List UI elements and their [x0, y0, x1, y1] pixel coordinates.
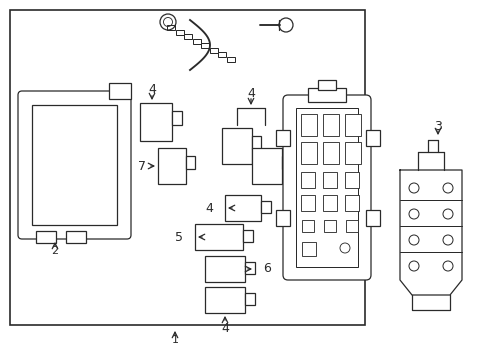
Bar: [251, 148, 282, 184]
FancyBboxPatch shape: [18, 91, 131, 239]
Bar: [301, 114, 316, 136]
Bar: [261, 201, 270, 213]
Bar: [204, 256, 244, 282]
Bar: [172, 111, 182, 125]
Bar: [307, 88, 346, 102]
Text: 6: 6: [263, 262, 270, 275]
Bar: [282, 156, 290, 169]
Bar: [345, 172, 358, 188]
Bar: [365, 210, 379, 226]
Bar: [324, 220, 335, 232]
Bar: [295, 108, 357, 267]
Text: 4: 4: [221, 323, 228, 336]
Bar: [224, 195, 261, 221]
Bar: [140, 103, 172, 141]
Bar: [345, 142, 360, 164]
Text: 2: 2: [51, 246, 59, 256]
Text: 7: 7: [138, 159, 146, 172]
Bar: [66, 231, 86, 243]
Bar: [275, 130, 289, 146]
Bar: [209, 48, 217, 53]
Text: 4: 4: [148, 82, 156, 95]
Bar: [301, 142, 316, 164]
Bar: [301, 172, 314, 188]
Bar: [345, 195, 358, 211]
Bar: [183, 34, 192, 39]
Bar: [192, 39, 200, 44]
Text: 4: 4: [204, 202, 212, 215]
FancyBboxPatch shape: [283, 95, 370, 280]
Bar: [222, 128, 251, 164]
Bar: [204, 287, 244, 313]
Bar: [365, 130, 379, 146]
Bar: [302, 242, 315, 256]
Text: 1: 1: [171, 335, 178, 345]
Bar: [251, 136, 261, 149]
Text: 4: 4: [246, 86, 254, 99]
Bar: [302, 220, 313, 232]
Bar: [345, 114, 360, 136]
Bar: [301, 195, 314, 211]
Bar: [226, 57, 234, 62]
Bar: [175, 30, 183, 35]
Bar: [158, 148, 185, 184]
Text: 5: 5: [175, 230, 183, 243]
Bar: [10, 10, 364, 325]
Bar: [275, 210, 289, 226]
Text: 3: 3: [433, 120, 441, 132]
Bar: [185, 156, 195, 169]
Bar: [317, 80, 335, 90]
Bar: [218, 52, 225, 57]
Bar: [167, 25, 175, 30]
Bar: [323, 195, 336, 211]
Bar: [244, 293, 254, 305]
Bar: [323, 172, 336, 188]
Bar: [243, 230, 252, 242]
Bar: [323, 142, 338, 164]
Bar: [36, 231, 56, 243]
Bar: [195, 224, 243, 250]
Bar: [346, 220, 357, 232]
Bar: [323, 114, 338, 136]
Bar: [201, 43, 208, 48]
Bar: [109, 83, 131, 99]
Bar: [244, 262, 254, 274]
Bar: [32, 105, 117, 225]
